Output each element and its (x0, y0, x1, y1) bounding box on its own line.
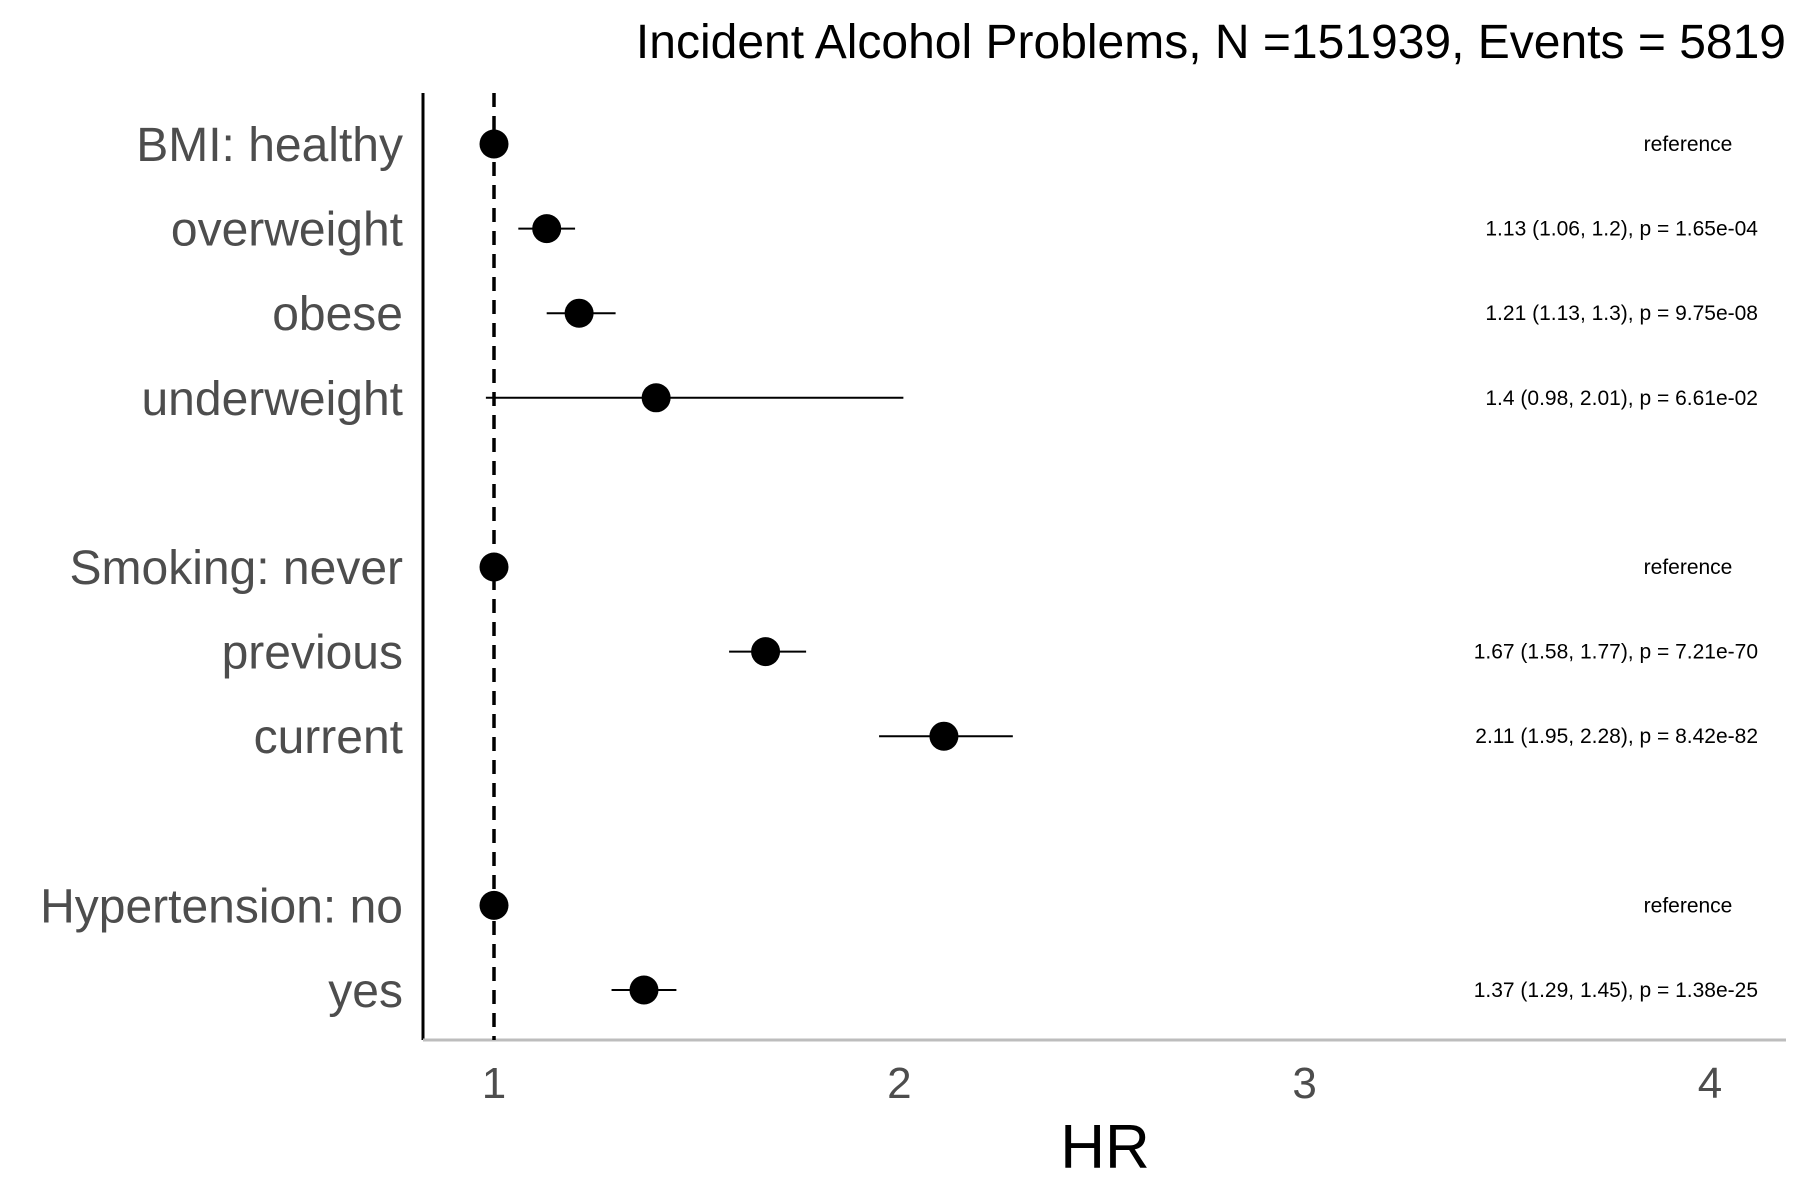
x-tick-label: 1 (482, 1059, 506, 1108)
hr-point (564, 298, 594, 328)
forest-row: current 2.11 (1.95, 2.28), p = 8.42e-82 (254, 711, 1758, 764)
forest-row: underweight 1.4 (0.98, 2.01), p = 6.61e-0… (141, 373, 1758, 426)
hr-annotation: 1.67 (1.58, 1.77), p = 7.21e-70 (1474, 641, 1758, 664)
hr-point (532, 214, 562, 244)
hr-point (479, 129, 509, 159)
hr-annotation: 1.37 (1.29, 1.45), p = 1.38e-25 (1474, 979, 1758, 1002)
hr-point (641, 383, 671, 413)
row-label: obese (272, 288, 403, 341)
hr-point (751, 637, 781, 667)
hr-annotation: 2.11 (1.95, 2.28), p = 8.42e-82 (1475, 725, 1758, 748)
forest-rows: BMI: healthy reference overweight 1.13 (1.0… (40, 119, 1758, 1018)
row-label: previous (222, 627, 403, 680)
row-label: yes (328, 965, 403, 1018)
forest-row: Hypertension: no reference (40, 880, 1732, 933)
x-tick-label: 2 (887, 1059, 911, 1108)
forest-row: Smoking: never reference (70, 542, 1733, 595)
forest-row: previous 1.67 (1.58, 1.77), p = 7.21e-70 (222, 627, 1758, 680)
hr-point (929, 721, 959, 751)
forest-row: yes 1.37 (1.29, 1.45), p = 1.38e-25 (328, 965, 1758, 1018)
hr-point (479, 552, 509, 582)
x-axis-label: HR (1060, 1113, 1150, 1182)
hr-point (479, 890, 509, 920)
forest-row: BMI: healthy reference (136, 119, 1732, 172)
reference-annotation: reference (1644, 133, 1733, 156)
reference-annotation: reference (1644, 894, 1733, 917)
hr-annotation: 1.4 (0.98, 2.01), p = 6.61e-02 (1485, 387, 1758, 410)
forest-row: overweight 1.13 (1.06, 1.2), p = 1.65e-04 (171, 204, 1758, 257)
hr-point (629, 975, 659, 1005)
row-label: underweight (141, 373, 403, 426)
chart-title: Incident Alcohol Problems, N =151939, Ev… (636, 16, 1786, 69)
hr-annotation: 1.13 (1.06, 1.2), p = 1.65e-04 (1485, 218, 1758, 241)
reference-annotation: reference (1644, 556, 1733, 579)
x-tick-label: 3 (1292, 1059, 1316, 1108)
row-label: Hypertension: no (40, 880, 403, 933)
hr-annotation: 1.21 (1.13, 1.3), p = 9.75e-08 (1485, 302, 1758, 325)
row-label: overweight (171, 204, 403, 257)
x-tick-label: 4 (1698, 1059, 1722, 1108)
row-label: Smoking: never (70, 542, 404, 595)
x-axis-ticks: 1 2 3 4 (482, 1059, 1722, 1108)
row-label: current (254, 711, 403, 764)
row-label: BMI: healthy (136, 119, 403, 172)
forest-row: obese 1.21 (1.13, 1.3), p = 9.75e-08 (272, 288, 1758, 341)
